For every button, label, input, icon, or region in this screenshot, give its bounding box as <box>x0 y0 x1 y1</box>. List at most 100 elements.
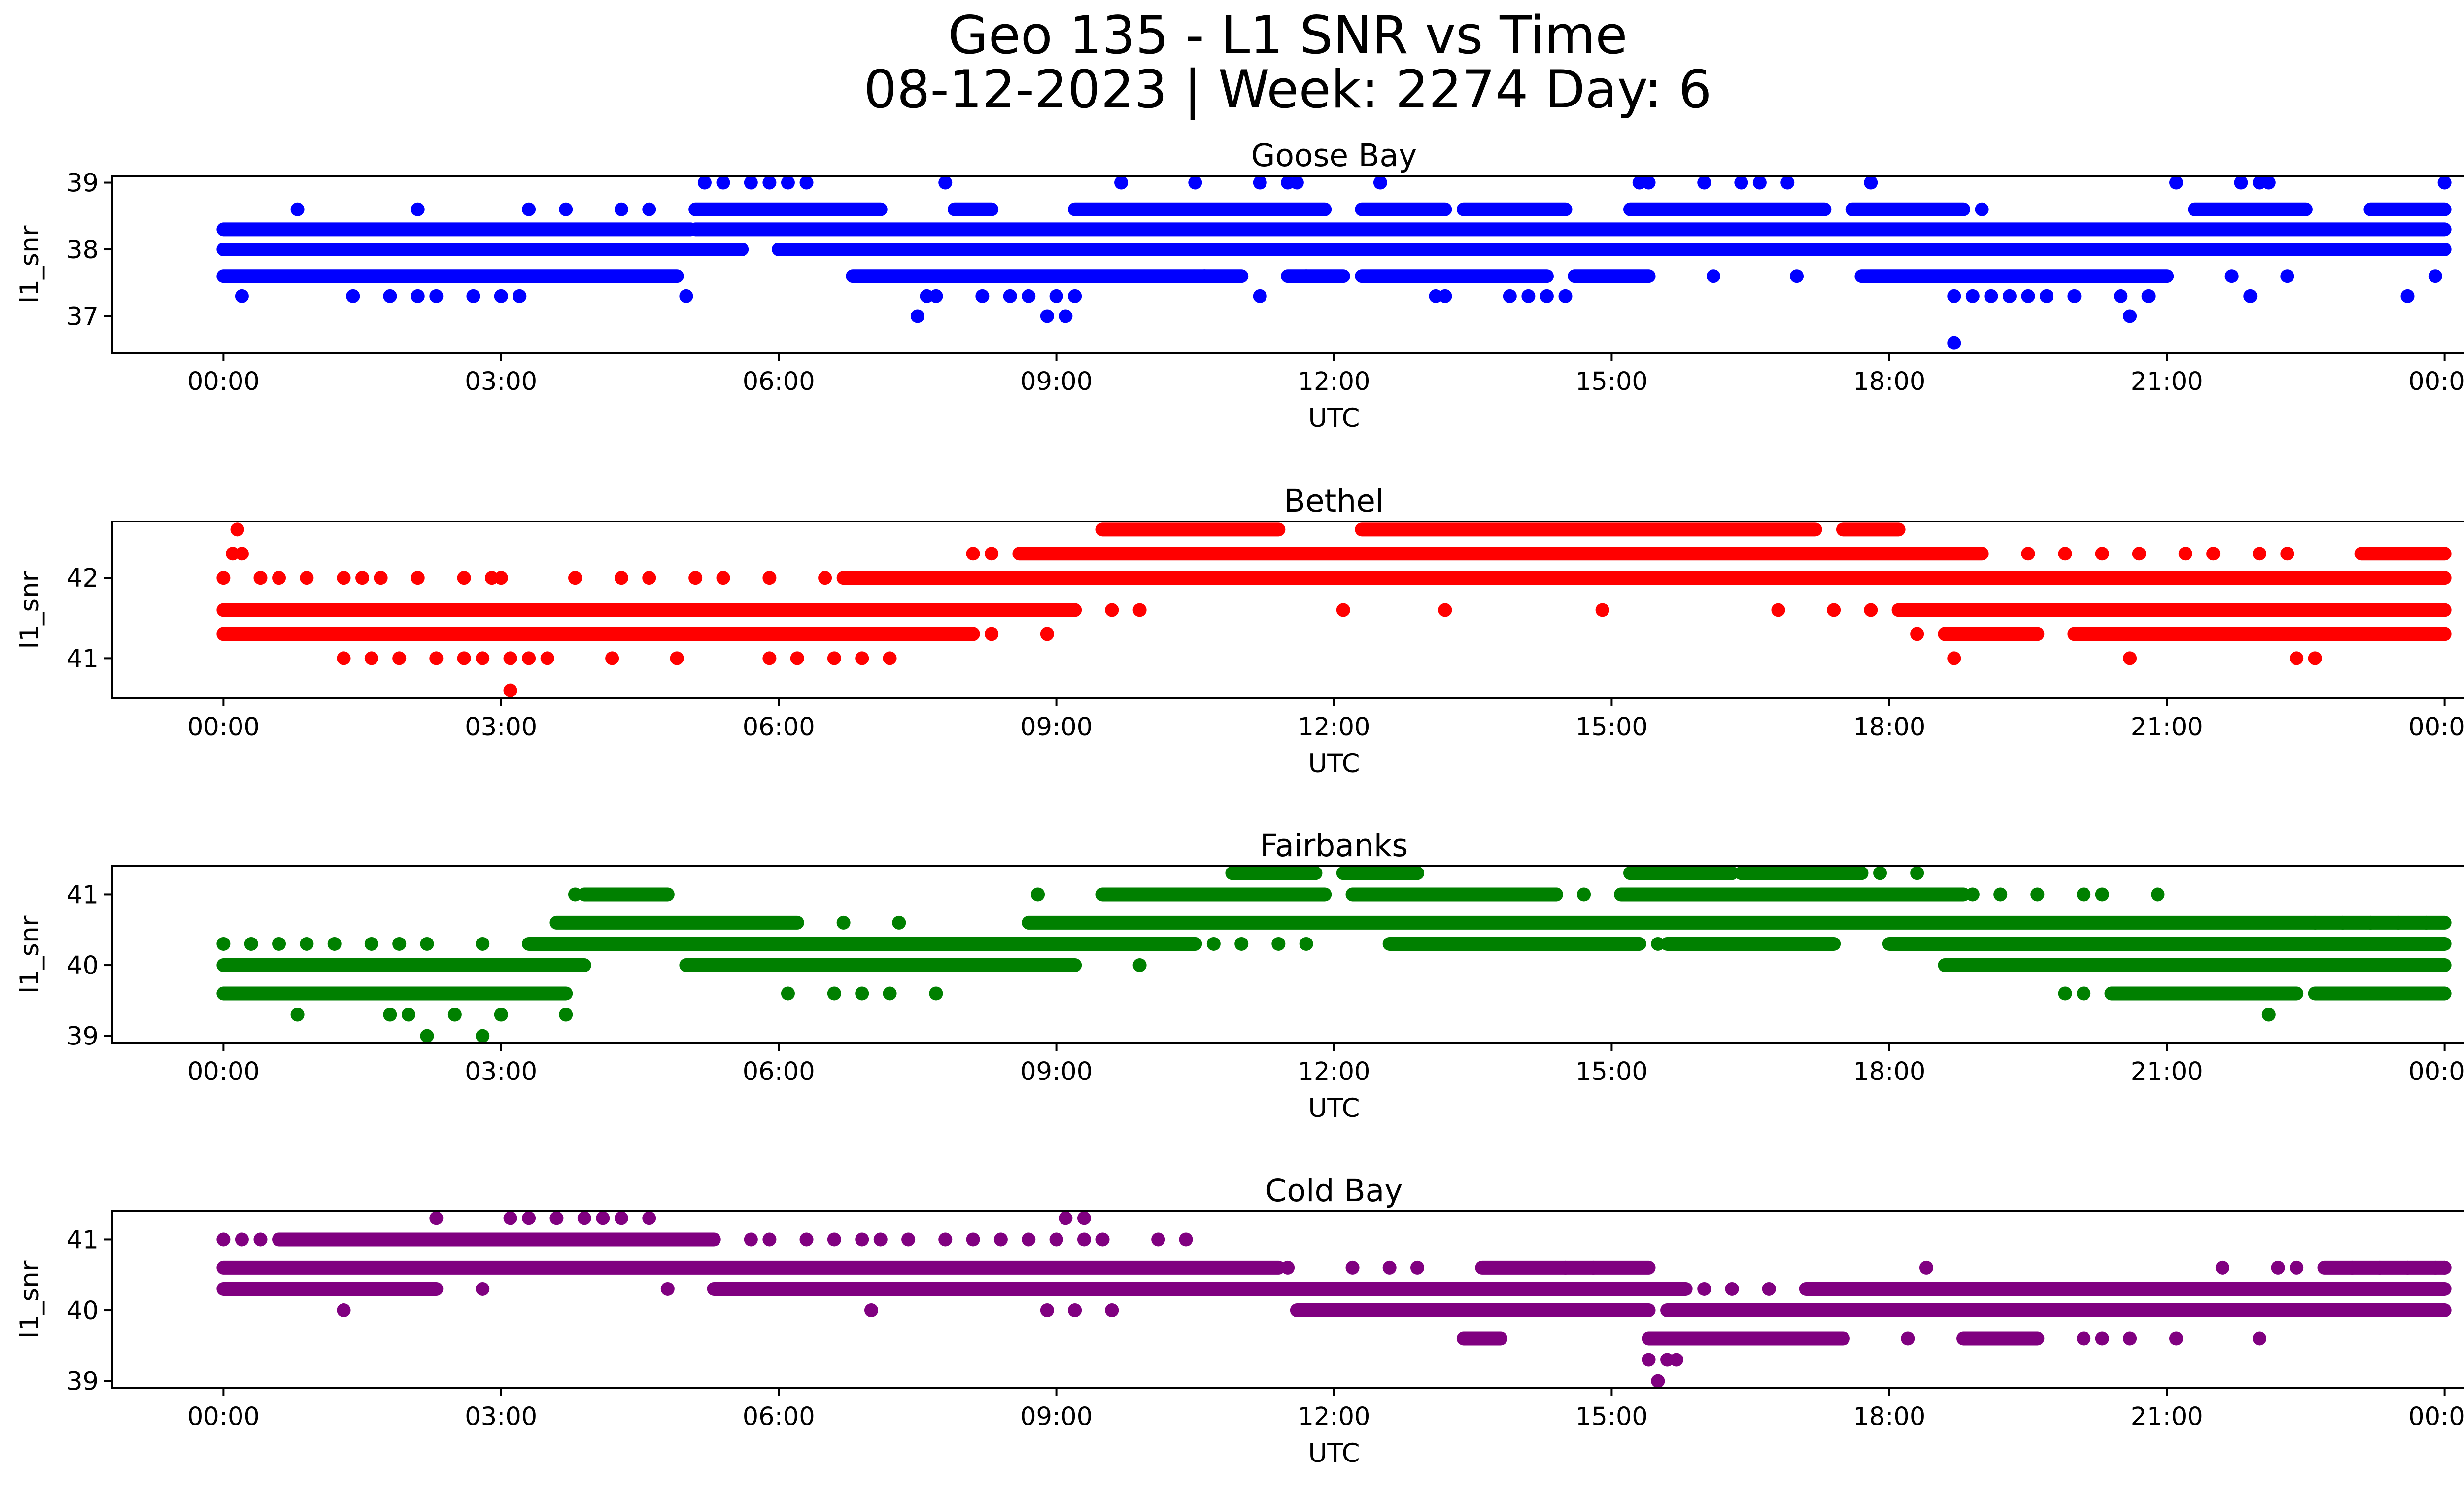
data-point <box>762 571 777 585</box>
data-point <box>1725 1282 1739 1296</box>
chart-title: Geo 135 - L1 SNR vs Time <box>948 5 1627 66</box>
data-point <box>1752 176 1767 190</box>
data-point <box>1095 1232 1110 1247</box>
data-point <box>411 289 425 303</box>
x-tick-label: 15:00 <box>1575 1402 1648 1431</box>
data-point <box>744 1232 758 1247</box>
y-axis-label: l1_snr <box>15 915 45 993</box>
x-tick-label: 06:00 <box>743 1402 815 1431</box>
x-tick-label: 00:00 <box>187 1057 260 1086</box>
data-point <box>216 1232 231 1247</box>
panel-title: Cold Bay <box>1265 1173 1403 1209</box>
data-point <box>2224 269 2239 283</box>
series-points <box>216 522 2452 697</box>
y-tick-label: 42 <box>67 564 99 593</box>
data-point <box>1651 937 1665 951</box>
x-tick-label: 03:00 <box>465 1402 537 1431</box>
data-point <box>2067 289 2082 303</box>
panel-cold-bay: Cold Bay 00:00 03:00 06:00 09:00 12:00 15:00 18… <box>15 1173 2464 1468</box>
data-point <box>836 915 851 930</box>
data-point <box>1864 603 1878 617</box>
data-point <box>744 176 758 190</box>
x-tick-label: 03:00 <box>465 713 537 742</box>
data-point <box>1132 958 1147 973</box>
data-point <box>2178 547 2192 561</box>
data-point <box>2308 651 2322 665</box>
data-point <box>392 937 407 951</box>
data-point <box>2391 915 2405 930</box>
data-point <box>2206 547 2221 561</box>
data-point <box>2021 289 2035 303</box>
y-tick-label: 39 <box>67 1022 99 1051</box>
x-tick-label: 12:00 <box>1298 713 1370 742</box>
data-point <box>2169 1331 2184 1346</box>
x-axis-label: UTC <box>1308 1438 1360 1468</box>
x-tick-label: 00:00 <box>2408 1057 2464 1086</box>
data-point <box>420 937 434 951</box>
data-point <box>476 651 490 665</box>
data-point <box>1059 1211 1073 1225</box>
data-point <box>2030 887 2045 902</box>
x-tick-label: 15:00 <box>1575 713 1648 742</box>
data-point <box>429 1211 444 1225</box>
data-point <box>1975 202 1989 216</box>
data-point <box>540 651 554 665</box>
y-tick-label: 39 <box>67 169 99 198</box>
data-point <box>2428 269 2442 283</box>
x-tick-label: 06:00 <box>743 713 815 742</box>
data-point <box>2077 887 2091 902</box>
data-point <box>494 571 508 585</box>
panel-title: Goose Bay <box>1251 138 1417 174</box>
data-point <box>670 651 684 665</box>
y-tick-label: 38 <box>67 236 99 265</box>
data-point <box>762 651 777 665</box>
y-tick-label: 41 <box>67 880 99 909</box>
data-point <box>522 1211 536 1225</box>
x-tick-label: 12:00 <box>1298 367 1370 396</box>
data-point <box>1077 1211 1091 1225</box>
x-tick-label: 03:00 <box>465 367 537 396</box>
data-point <box>827 651 841 665</box>
data-point <box>216 571 231 585</box>
data-point <box>2123 1331 2137 1346</box>
data-point <box>642 202 656 216</box>
data-point <box>1438 289 1452 303</box>
data-point <box>457 651 471 665</box>
x-tick-label: 00:00 <box>2408 713 2464 742</box>
data-point <box>272 937 286 951</box>
data-point <box>975 289 990 303</box>
data-point <box>1910 866 1924 880</box>
data-point <box>1040 309 1054 323</box>
data-point <box>2114 289 2128 303</box>
data-point <box>938 176 953 190</box>
data-point <box>1808 1303 1822 1318</box>
data-point <box>337 1303 351 1318</box>
data-point <box>1179 1232 1193 1247</box>
data-point <box>253 571 268 585</box>
data-point <box>476 937 490 951</box>
data-point <box>642 571 656 585</box>
x-axis-label: UTC <box>1308 749 1360 779</box>
data-point <box>244 937 258 951</box>
data-point <box>790 651 804 665</box>
data-point <box>253 1232 268 1247</box>
data-point <box>1049 1232 1063 1247</box>
data-point <box>892 915 906 930</box>
data-point <box>1697 176 1711 190</box>
y-tick-label: 39 <box>67 1367 99 1396</box>
y-tick-label: 37 <box>67 302 99 331</box>
data-point <box>503 1211 517 1225</box>
data-point <box>985 547 999 561</box>
data-point <box>1299 937 1313 951</box>
data-point <box>513 289 527 303</box>
panel-title: Bethel <box>1284 483 1384 519</box>
x-tick-label: 09:00 <box>1020 1057 1093 1086</box>
data-point <box>2290 651 2304 665</box>
data-point <box>1299 269 1313 283</box>
y-axis-label: l1_snr <box>15 571 45 649</box>
data-point <box>374 571 388 585</box>
data-point <box>364 651 378 665</box>
data-point <box>476 1282 490 1296</box>
data-point <box>457 571 471 585</box>
data-point <box>1919 1260 1933 1275</box>
